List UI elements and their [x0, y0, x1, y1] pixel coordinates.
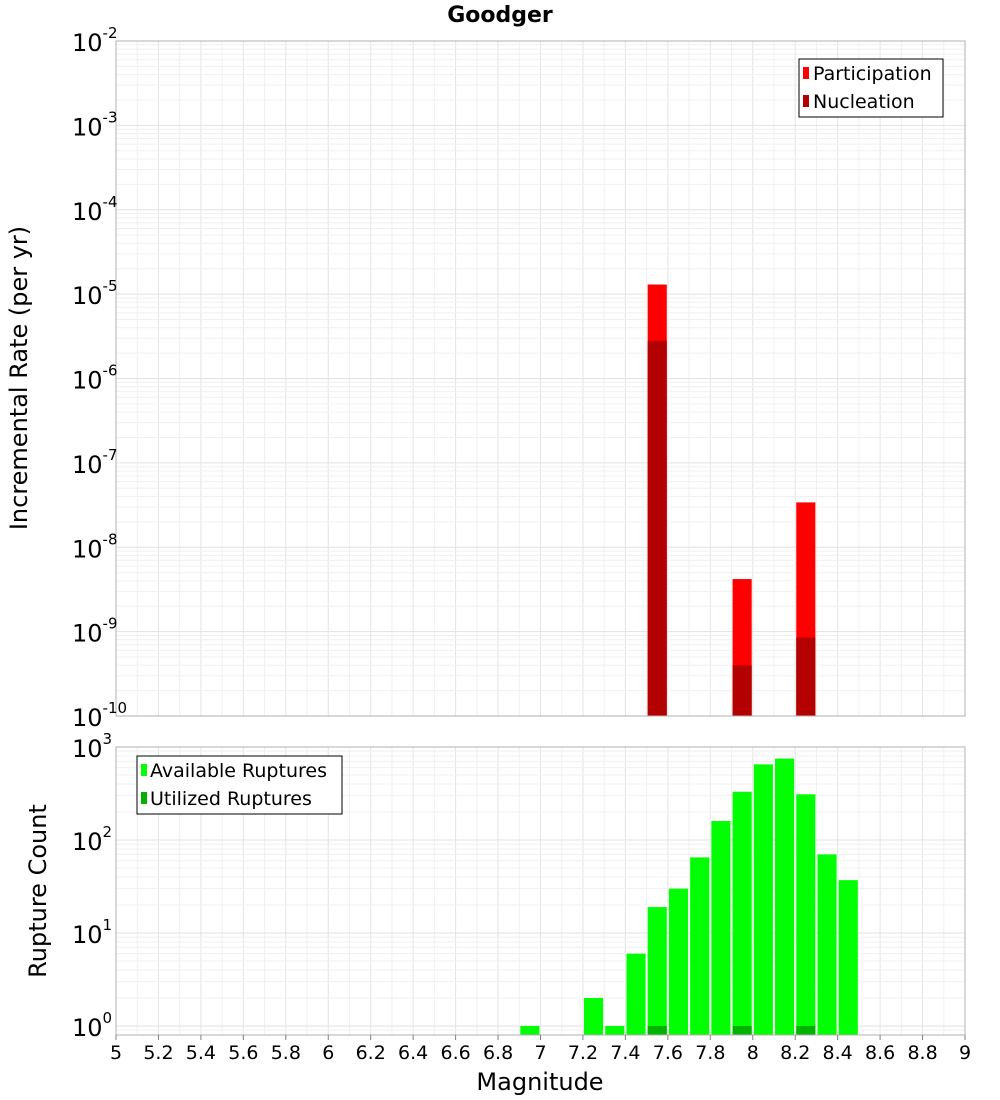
legend-swatch-available: [141, 764, 147, 776]
x-tick-label: 5.8: [271, 1042, 301, 1064]
bottom-y-axis-label: Rupture Count: [24, 804, 52, 978]
legend-label-participation: Participation: [813, 63, 932, 85]
x-tick-label: 5.6: [228, 1042, 258, 1064]
legend-swatch-utilized: [141, 792, 147, 804]
top-y-tick-label: 10-9: [72, 615, 118, 648]
x-tick-label: 5.4: [186, 1042, 216, 1064]
top-legend-box: [798, 58, 944, 118]
bar-utilized-ruptures: [732, 1025, 752, 1035]
bottom-y-tick-label: 102: [72, 823, 112, 856]
bar-available-ruptures: [520, 1025, 540, 1035]
legend-label-available: Available Ruptures: [150, 760, 327, 782]
x-tick-label: 7.2: [568, 1042, 598, 1064]
bar-available-ruptures: [796, 794, 816, 1035]
x-tick-label: 7.4: [610, 1042, 640, 1064]
x-tick-label: 8.4: [823, 1042, 853, 1064]
bar-available-ruptures: [838, 880, 858, 1035]
top-y-tick-label: 10-2: [72, 24, 118, 57]
bar-available-ruptures: [647, 907, 667, 1035]
top-panel-grid: [115, 40, 966, 717]
bar-available-ruptures: [605, 1025, 625, 1035]
bottom-y-tick-label: 103: [72, 730, 112, 763]
top-panel-bars: [647, 284, 816, 716]
x-tick-label: 7.6: [653, 1042, 683, 1064]
bottom-legend: Available Ruptures Utilized Ruptures: [136, 755, 343, 815]
bar-available-ruptures: [690, 857, 710, 1035]
top-legend: Participation Nucleation: [798, 58, 944, 118]
legend-label-nucleation: Nucleation: [813, 91, 915, 113]
legend-label-utilized: Utilized Ruptures: [150, 788, 312, 810]
bar-available-ruptures: [817, 854, 837, 1035]
legend-swatch-participation: [803, 67, 809, 79]
bottom-y-tick-label: 100: [72, 1009, 112, 1042]
top-y-tick-label: 10-6: [72, 362, 118, 395]
x-tick-label: 7: [534, 1042, 546, 1064]
x-tick-label: 6: [322, 1042, 334, 1064]
x-tick-label: 6.8: [483, 1042, 513, 1064]
x-tick-label: 6.2: [356, 1042, 386, 1064]
bottom-legend-box: [136, 755, 343, 815]
top-y-tick-label: 10-8: [72, 530, 118, 563]
bar-nucleation: [796, 637, 816, 716]
x-tick-label: 8.6: [865, 1042, 895, 1064]
legend-swatch-nucleation: [803, 95, 809, 107]
bar-available-ruptures: [753, 764, 773, 1035]
top-y-axis-label: Incremental Rate (per yr): [5, 226, 33, 530]
bar-utilized-ruptures: [796, 1025, 816, 1035]
top-y-tick-label: 10-7: [72, 446, 118, 479]
bar-available-ruptures: [775, 758, 795, 1035]
x-tick-label: 5: [110, 1042, 122, 1064]
x-tick-label: 8.2: [780, 1042, 810, 1064]
x-axis-label: Magnitude: [476, 1068, 603, 1096]
top-y-tick-label: 10-10: [72, 699, 127, 732]
x-tick-label: 5.2: [143, 1042, 173, 1064]
x-tick-label: 6.6: [440, 1042, 470, 1064]
chart-title: Goodger: [447, 3, 553, 28]
x-tick-label: 9: [959, 1042, 971, 1064]
x-tick-label: 6.4: [398, 1042, 428, 1064]
bar-nucleation: [647, 340, 667, 716]
bar-available-ruptures: [668, 888, 689, 1035]
x-tick-label: 8: [747, 1042, 759, 1064]
x-tick-label: 7.8: [695, 1042, 725, 1064]
bar-available-ruptures: [732, 791, 752, 1035]
bar-available-ruptures: [711, 821, 731, 1035]
bottom-y-ticks: 103 102 101 100: [72, 730, 112, 1042]
bottom-panel-bars: [520, 758, 858, 1035]
top-y-ticks: 10-2 10-3 10-4 10-5 10-6 10-7 10-8 10-9 10-10: [72, 24, 127, 732]
top-y-tick-label: 10-3: [72, 108, 118, 141]
bar-utilized-ruptures: [647, 1025, 667, 1035]
bar-available-ruptures: [626, 953, 646, 1035]
bottom-x-ticks: 5 5.2 5.4 5.6 5.8 6 6.2 6.4 6.6 6.8 7 7.2 7.4 7.6 7.8 8…: [110, 1035, 971, 1064]
top-y-tick-label: 10-4: [72, 193, 118, 226]
bottom-y-tick-label: 101: [72, 916, 112, 949]
bar-nucleation: [732, 665, 752, 716]
top-plot-frame: [115, 40, 966, 717]
top-y-tick-label: 10-5: [72, 277, 118, 310]
bar-available-ruptures: [584, 997, 604, 1035]
x-tick-label: 8.8: [907, 1042, 937, 1064]
